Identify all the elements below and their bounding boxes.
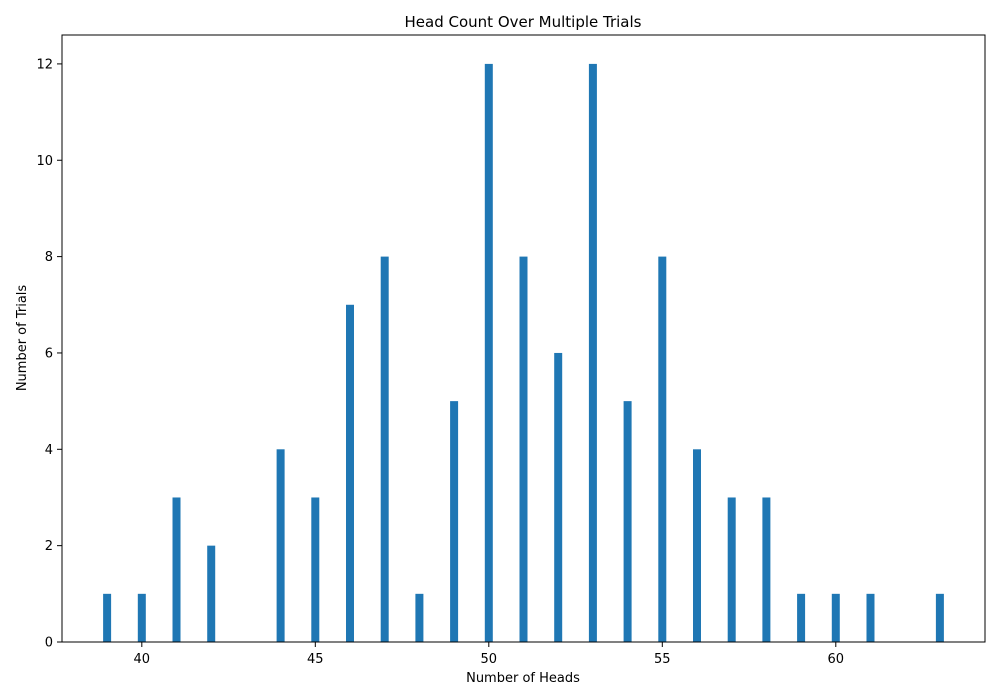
bar-51 xyxy=(519,256,528,642)
y-tick-label-4: 4 xyxy=(45,443,53,458)
bar-61 xyxy=(866,593,875,642)
bar-42 xyxy=(207,545,216,642)
bar-56 xyxy=(693,449,701,642)
x-tick-label-40: 40 xyxy=(134,652,151,667)
x-axis-label: Number of Heads xyxy=(466,671,580,686)
x-tick-label-55: 55 xyxy=(654,652,671,667)
bar-54 xyxy=(623,401,632,642)
y-axis-label: Number of Trials xyxy=(15,285,30,392)
bars xyxy=(103,63,944,642)
bar-48 xyxy=(415,593,424,642)
x-tick-label-45: 45 xyxy=(307,652,324,667)
bar-60 xyxy=(831,593,840,642)
bar-45 xyxy=(311,497,320,642)
y-tick-label-0: 0 xyxy=(45,636,53,651)
bar-39 xyxy=(103,593,112,642)
bar-44 xyxy=(276,449,285,642)
bar-63 xyxy=(935,593,944,642)
bar-50 xyxy=(484,63,493,642)
bar-40 xyxy=(137,593,146,642)
bar-41 xyxy=(172,497,181,642)
bar-58 xyxy=(762,497,771,642)
y-tick-label-12: 12 xyxy=(36,57,53,72)
y-tick-label-8: 8 xyxy=(45,250,53,265)
bar-47 xyxy=(380,256,389,642)
bar-52 xyxy=(554,352,563,642)
x-axis-ticks: 40 45 50 55 60 xyxy=(134,642,845,667)
bar-53 xyxy=(588,63,597,642)
y-tick-label-2: 2 xyxy=(45,539,53,554)
y-axis-ticks: 0 2 4 6 8 10 12 xyxy=(36,57,62,651)
x-tick-label-50: 50 xyxy=(481,652,498,667)
x-tick-label-60: 60 xyxy=(828,652,845,667)
y-tick-label-10: 10 xyxy=(36,154,53,169)
plot-frame xyxy=(61,34,986,643)
y-tick-label-6: 6 xyxy=(45,346,53,361)
chart-title: Head Count Over Multiple Trials xyxy=(405,13,642,31)
bar-55 xyxy=(658,256,667,642)
bar-46 xyxy=(346,304,354,642)
bar-59 xyxy=(797,593,806,642)
bar-57 xyxy=(727,497,736,642)
bar-49 xyxy=(450,401,459,642)
